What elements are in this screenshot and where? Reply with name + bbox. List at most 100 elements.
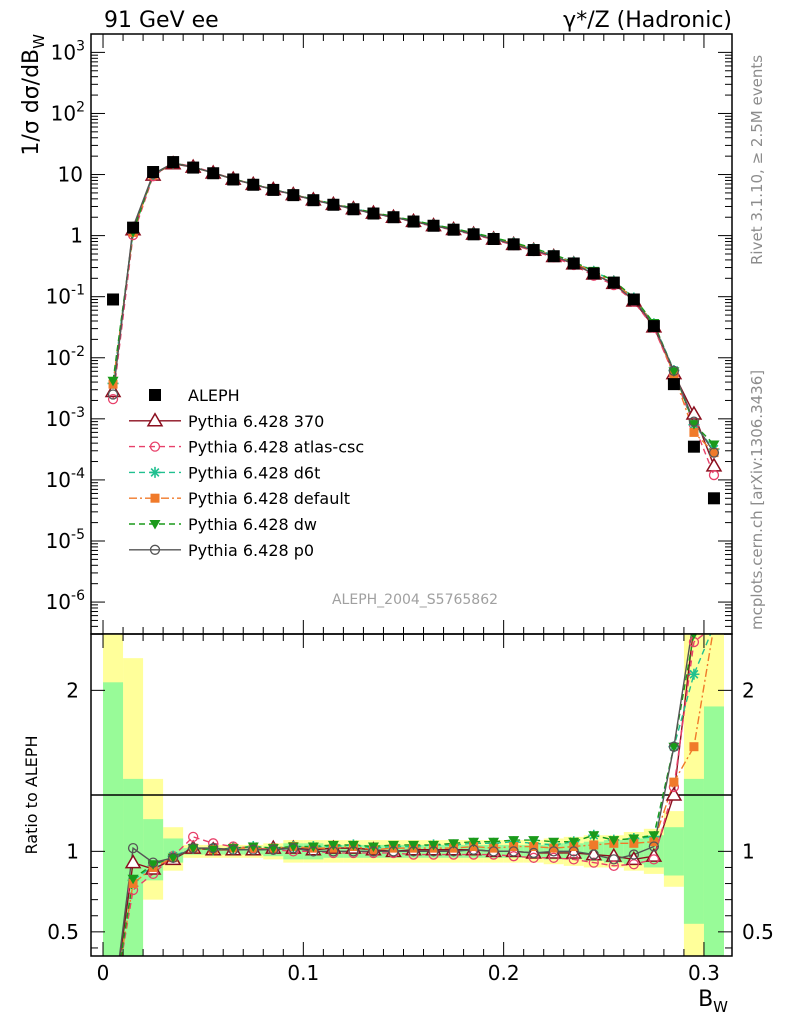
data-point-ALEPH	[707, 492, 720, 505]
data-point-ALEPH	[607, 276, 620, 289]
ratio-point-default	[589, 840, 599, 850]
y-tick-label: 10	[58, 163, 83, 187]
series-line-d6t	[112, 162, 715, 450]
ratio-point-dw	[167, 853, 179, 864]
ratio-point-dw	[548, 837, 560, 848]
ratio-point-atlas-csc	[628, 859, 639, 870]
data-point-ALEPH	[447, 223, 460, 236]
bottom-ticks: 0.5 0.5 1 1 2 2 0 0.1 0.2 0.3	[47, 634, 774, 985]
ratio-y-tick-label-right: 2	[742, 678, 755, 702]
ratio-point-dw	[408, 840, 420, 851]
data-point-ALEPH	[687, 440, 700, 453]
process-label: γ*/Z (Hadronic)	[563, 8, 732, 33]
x-tick-label: 0.1	[287, 961, 319, 985]
ratio-point-d6t	[708, 620, 719, 631]
legend-marker-dw	[149, 520, 161, 530]
ratio-point-dw	[690, 634, 698, 640]
ratio-point-370	[124, 854, 142, 869]
ratio-point-p0	[288, 842, 299, 854]
data-point-ALEPH	[547, 250, 560, 263]
ratio-point-p0	[628, 849, 639, 860]
bottom-frame	[90, 633, 733, 957]
data-point-ALEPH	[347, 203, 360, 216]
ratio-point-p0	[268, 844, 279, 855]
data-point-p0	[708, 447, 720, 458]
ratio-y-tick-label: 2	[66, 678, 79, 702]
legend-label-atlas-csc: Pythia 6.428 atlas-csc	[188, 438, 364, 457]
ratio-point-p0	[147, 857, 159, 868]
ratio-point-p0	[368, 846, 379, 857]
ratio-point-p0	[668, 741, 680, 752]
x-tick-label: 0.2	[488, 961, 520, 985]
top-panel: 10-6 10-5 10-4 10-3 10-2 10-1 1 10 102 103 ALEPH_…	[46, 33, 733, 635]
ratio-point-atlas-csc	[588, 857, 599, 868]
ratio-y-tick-label-right: 1	[742, 839, 755, 863]
data-point-ALEPH	[587, 267, 600, 280]
ratio-point-p0	[109, 1003, 118, 1012]
y-axis-title: 1/σ dσ/dBW	[19, 34, 48, 156]
ratio-point-p0	[689, 613, 698, 622]
ratio-point-atlas-csc	[548, 852, 559, 863]
ratio-point-atlas-csc	[608, 860, 619, 871]
ratio-point-dw	[448, 839, 460, 849]
ratio-point-atlas-csc	[568, 854, 579, 865]
ratio-point-atlas-csc	[528, 852, 539, 863]
ratio-point-dw	[127, 874, 139, 885]
rivet-version-text: Rivet 3.1.10, ≥ 2.5M events	[748, 55, 766, 265]
top-markers	[104, 155, 723, 505]
x-tick-label: 0.3	[688, 961, 720, 985]
data-point-ALEPH	[367, 207, 380, 220]
uncertainty-band-inner	[103, 682, 124, 956]
ratio-point-atlas-csc	[508, 851, 519, 862]
ratio-point-p0	[328, 846, 339, 857]
mcplots-text: mcplots.cern.ch [arXiv:1306.3436]	[748, 370, 766, 630]
legend-marker-atlas-csc	[149, 441, 161, 452]
ratio-point-dw	[247, 842, 259, 853]
ratio-ylabel: Ratio to ALEPH	[22, 736, 41, 855]
ratio-point-p0	[528, 847, 539, 859]
ratio-y-tick-label-right: 0.5	[742, 920, 774, 944]
ratio-point-p0	[348, 846, 359, 857]
ratio-point-p0	[568, 846, 579, 857]
ratio-point-atlas-csc	[648, 854, 660, 865]
legend-label-dw: Pythia 6.428 dw	[188, 515, 317, 534]
legend-label-d6t: Pythia 6.428 d6t	[188, 463, 320, 482]
y-tick-label: 10-5	[46, 527, 85, 553]
ratio-point-dw	[108, 1004, 119, 1014]
data-point-atlas-csc	[708, 469, 720, 481]
data-point-ALEPH	[267, 183, 280, 196]
ratio-point-370	[106, 1001, 120, 1013]
ratio-point-dw	[468, 837, 480, 848]
ratio-point-dw	[648, 831, 660, 841]
data-point-ALEPH	[487, 233, 500, 246]
legend-marker-p0	[149, 544, 161, 555]
ratio-point-dw	[628, 834, 640, 844]
y-tick-label: 10-4	[46, 466, 86, 492]
ratio-point-dw	[528, 836, 540, 846]
data-point-ALEPH	[407, 215, 420, 228]
ratio-point-d6t	[108, 1002, 119, 1013]
uncertainty-band-inner	[663, 827, 684, 876]
data-point-ALEPH	[167, 156, 180, 169]
data-point-ALEPH	[127, 221, 140, 234]
y-tick-label: 10-1	[46, 283, 85, 309]
ratio-point-p0	[188, 842, 199, 854]
bottom-markers	[106, 613, 719, 1014]
ratio-point-default	[669, 777, 679, 787]
ratio-point-atlas-csc	[109, 1003, 118, 1012]
y-tick-label: 1	[70, 224, 83, 248]
ratio-point-dw	[428, 840, 440, 851]
bottom-panel: 0.5 0.5 1 1 2 2 0 0.1 0.2 0.3	[47, 613, 774, 1014]
data-point-ALEPH	[247, 178, 260, 191]
data-point-370	[705, 457, 723, 472]
collision-label: 91 GeV ee	[104, 8, 219, 33]
x-axis-label: BW	[698, 987, 728, 1016]
ratio-point-dw	[147, 860, 159, 870]
legend-marker-d6t	[149, 466, 161, 478]
ratio-point-370	[687, 619, 701, 631]
ratio-point-dw	[207, 845, 219, 856]
data-point-p0	[107, 389, 119, 400]
ratio-point-dw	[668, 742, 680, 753]
legend-label-default: Pythia 6.428 default	[188, 489, 350, 508]
